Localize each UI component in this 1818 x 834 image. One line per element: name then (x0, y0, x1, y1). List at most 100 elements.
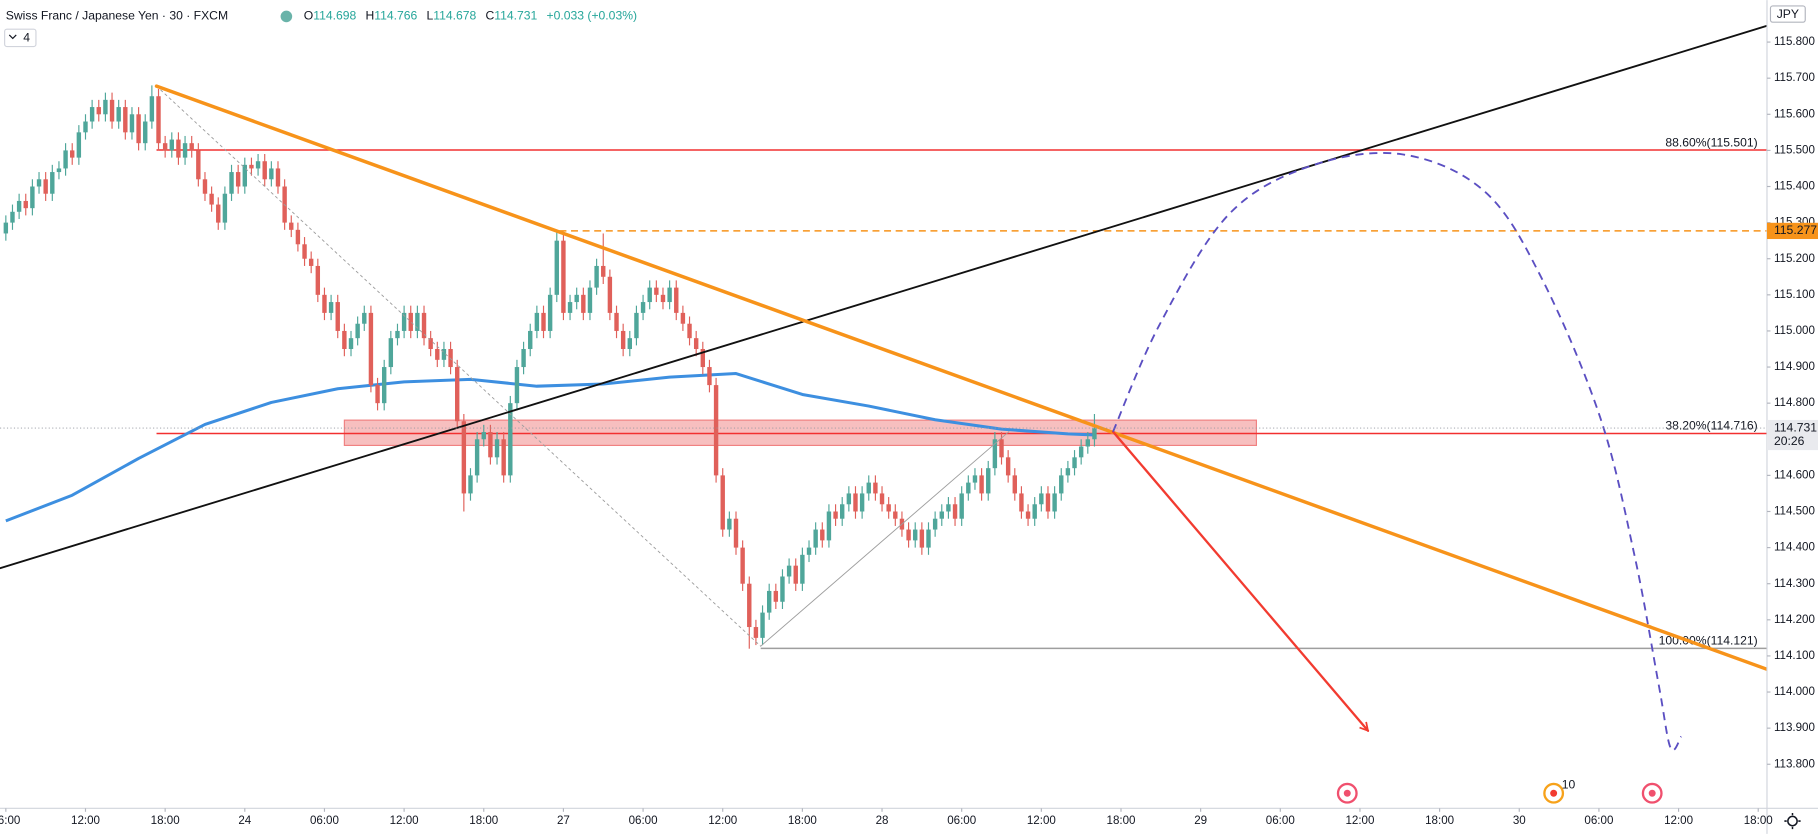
candle-body (879, 493, 885, 505)
ohlc-key: O (304, 9, 313, 23)
candle-body (375, 385, 380, 404)
x-tick-label: 12:00 (1027, 815, 1056, 827)
y-tick-label: 114.200 (1774, 614, 1815, 626)
candle-body (753, 627, 759, 638)
candle-body (435, 348, 440, 360)
candle-body (547, 294, 553, 331)
candle-body (959, 493, 964, 519)
candle-body (674, 287, 679, 313)
candle-body (1065, 468, 1071, 476)
y-tick-label: 114.500 (1774, 506, 1815, 518)
candle-body (634, 312, 639, 339)
candle-body (249, 164, 254, 169)
candle-body (63, 150, 68, 169)
candle-body (840, 504, 845, 519)
candle-body (660, 294, 666, 303)
candle-body (760, 612, 765, 638)
x-tick-label: 18:00 (788, 815, 817, 827)
y-tick-label: 115.400 (1774, 181, 1815, 193)
candle-body (176, 139, 181, 158)
x-tick-label: 06:00 (1584, 815, 1613, 827)
candle-body (747, 583, 752, 628)
ohlc-value: 114.766 (374, 9, 417, 23)
trend-line (0, 24, 1767, 570)
candle-body (421, 312, 427, 339)
y-tick-label: 115.100 (1774, 289, 1815, 301)
currency-box[interactable] (1769, 5, 1806, 23)
candle-body (906, 529, 911, 541)
candle-body (222, 193, 228, 223)
candle-body (607, 276, 613, 313)
ohlc-key: L (426, 9, 433, 23)
candle-body (162, 143, 168, 151)
candle-body (806, 547, 812, 555)
candle-body (972, 475, 978, 483)
candle-body (494, 439, 500, 458)
candle-body (700, 348, 706, 368)
candle-body (474, 439, 480, 476)
candle-body (581, 294, 586, 313)
level-label: 88.60%(115.501) (1665, 135, 1757, 149)
candle-body (16, 200, 22, 212)
candle-body (859, 493, 865, 512)
moving-average-line (5, 372, 1095, 523)
candle-body (355, 323, 360, 339)
y-tick-label: 114.000 (1774, 686, 1815, 698)
y-tick-label: 114.800 (1774, 397, 1815, 409)
candle-body (800, 554, 805, 584)
candle-body (1072, 457, 1077, 469)
candle-body (601, 265, 606, 277)
trend-line (760, 431, 1010, 647)
candle-body (893, 511, 898, 519)
x-tick-label: 24 (238, 815, 251, 827)
candle-body (216, 204, 221, 223)
y-tick-label: 114.600 (1774, 469, 1815, 481)
candle-body (813, 529, 818, 548)
indicator-toggle[interactable] (4, 28, 37, 48)
candle-body (707, 367, 712, 386)
candle-body (50, 172, 55, 194)
candle-body (401, 312, 407, 331)
candle-body (408, 312, 413, 331)
candle-body (740, 547, 745, 584)
trend-line (154, 84, 1767, 672)
x-tick-label: 06:00 (1266, 815, 1295, 827)
y-tick-label: 114.300 (1774, 578, 1815, 590)
candle-body (561, 240, 566, 313)
candle-body (640, 302, 646, 313)
candle-body (455, 367, 460, 422)
candle-body (647, 287, 652, 303)
candle-body (866, 482, 871, 494)
candle-body (415, 312, 420, 331)
y-tick-label: 115.200 (1774, 253, 1815, 265)
event-count: 10 (1562, 777, 1576, 791)
candle-body (687, 323, 692, 339)
candle-body (196, 150, 201, 180)
candle-body (189, 143, 194, 151)
x-tick-label: 12:00 (1345, 815, 1374, 827)
candle-body (242, 164, 248, 187)
candle-body (381, 367, 387, 404)
candle-body (853, 493, 858, 512)
candle-body (335, 302, 340, 331)
level-label: 38.20%(114.716) (1665, 419, 1757, 433)
candle-body (773, 590, 779, 602)
ohlc-key: H (365, 9, 374, 23)
candle-body (156, 96, 161, 144)
candle-body (169, 139, 174, 151)
ohlc-values: O114.698 H114.766 L114.678 C114.731 +0.0… (304, 9, 637, 23)
candle-body (919, 529, 925, 548)
candle-body (567, 302, 573, 313)
candle-body (693, 338, 699, 349)
candle-body (1078, 446, 1084, 458)
x-tick-label: 12:00 (71, 815, 100, 827)
candle-body (986, 468, 991, 494)
candle-body (1092, 428, 1097, 440)
indicator-count: 4 (23, 31, 30, 45)
candle-body (1019, 493, 1024, 512)
candle-body (1005, 457, 1011, 476)
settings-gear[interactable] (1784, 812, 1801, 830)
candle-body (1012, 475, 1017, 494)
